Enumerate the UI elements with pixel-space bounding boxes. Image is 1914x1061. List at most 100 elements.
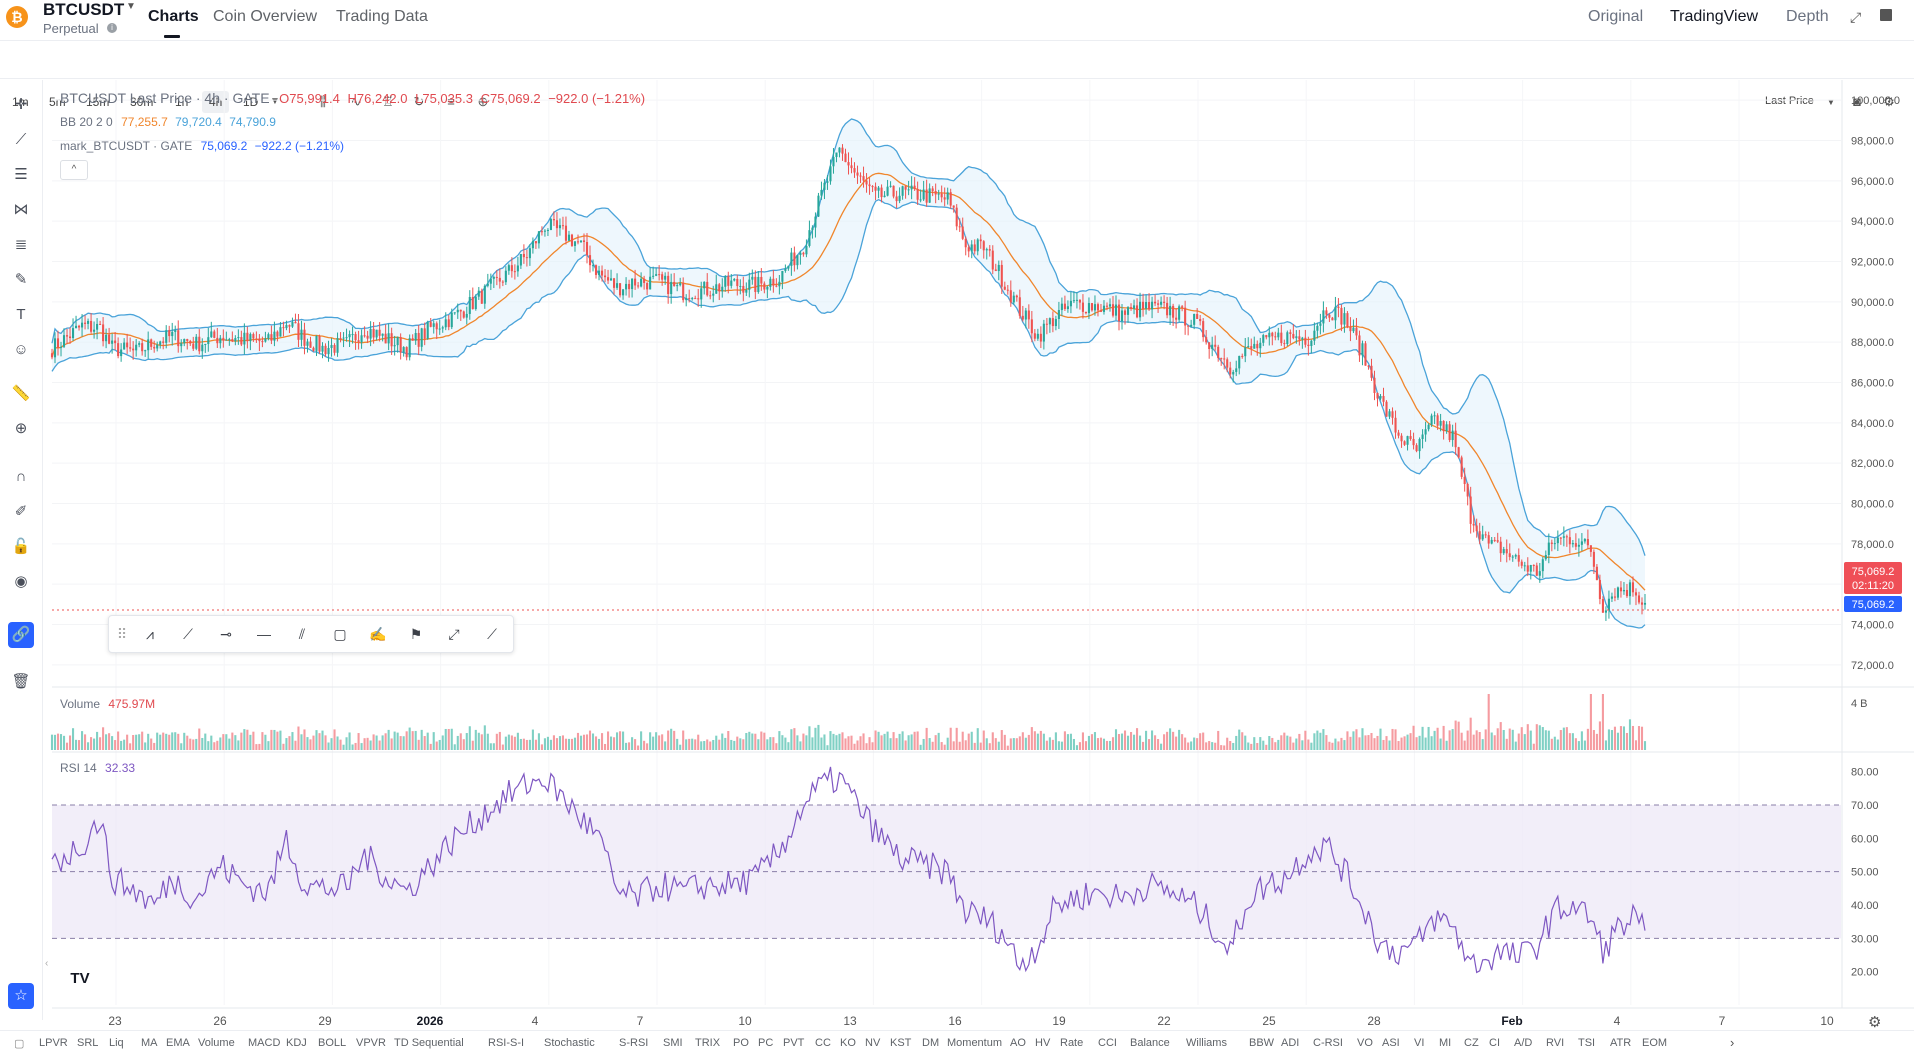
indicator-item[interactable]: CI [1489,1037,1500,1049]
indicator-item[interactable]: Momentum [947,1037,1003,1049]
fib-icon[interactable]: ≣ [14,236,28,253]
ruler-icon[interactable]: 📏 [11,385,31,402]
indicator-item[interactable]: MACD [248,1037,281,1049]
brush-tool-icon[interactable]: ✍ [369,626,387,642]
indicator-item[interactable]: BOLL [318,1037,347,1049]
indicator-item[interactable]: PO [733,1037,749,1049]
lock-drawing-icon[interactable]: ✐ [14,503,28,520]
indicator-item[interactable]: KST [890,1037,912,1049]
indicator-item[interactable]: Rate [1060,1037,1084,1049]
price-source-select[interactable]: Last Price [1765,95,1814,107]
rectangle-icon[interactable]: ▢ [333,626,347,642]
favorite-star-icon[interactable]: ☆ [8,983,34,1009]
indicator-item[interactable]: TRIX [695,1037,721,1049]
indicator-item[interactable]: HV [1035,1037,1051,1049]
indicator-item[interactable]: Liq [109,1037,124,1049]
indicator-item[interactable]: ASI [1382,1037,1400,1049]
line-tool-icon[interactable]: ⟋ [183,626,193,642]
drag-handle-icon[interactable]: ⠿ [116,626,128,642]
axis-settings-icon[interactable]: ⚙ [1868,1014,1882,1031]
zoom-in-icon[interactable]: ⊕ [14,420,28,437]
timeframe-1d[interactable]: 1D [243,95,259,109]
indicator-item[interactable]: KDJ [286,1037,307,1049]
flag-measure-icon[interactable]: ⚑ [409,626,423,642]
indicator-item[interactable]: BBW [1249,1037,1275,1049]
zigzag-icon[interactable]: ⩘ [146,626,154,642]
indicator-item[interactable]: Balance [1130,1037,1170,1049]
view-original[interactable]: Original [1588,8,1644,25]
ray-line-icon[interactable]: ⟋ [487,626,497,642]
camera-icon[interactable]: ◙ [1853,94,1861,109]
indicators-icon[interactable]: ∿ [350,94,362,109]
indicator-item[interactable]: VO [1357,1037,1373,1049]
magnet-icon[interactable]: ∩ [15,468,27,485]
fullscreen-icon[interactable] [1880,9,1892,21]
symbol-selector[interactable]: BTCUSDT [43,0,125,19]
text-icon[interactable]: T [16,306,26,323]
expand-icon[interactable]: ⤢ [1850,9,1862,25]
trend-line-icon[interactable]: ⟋ [15,131,27,148]
chevron-down-icon[interactable]: ▼ [126,1,136,12]
indicator-item[interactable]: S-RSI [619,1037,649,1049]
indicator-item[interactable]: TD Sequential [394,1037,464,1049]
link-icon[interactable]: 🔗 [8,622,34,648]
horizontal-lines-icon[interactable]: ☰ [14,166,28,183]
indicator-item[interactable]: VPVR [356,1037,386,1049]
indicator-item[interactable]: KO [840,1037,856,1049]
timeframe-1m[interactable]: 1m [12,95,29,109]
indicator-item[interactable]: Williams [1186,1037,1227,1049]
unlock-icon[interactable]: 🔓 [11,538,31,555]
view-depth[interactable]: Depth [1786,8,1829,25]
layout-icon[interactable]: ≡ [447,94,455,109]
trash-icon[interactable]: 🗑 [11,673,31,690]
indicator-item[interactable]: EOM [1642,1037,1668,1049]
indicator-item[interactable]: C-RSI [1313,1037,1343,1049]
alert-icon[interactable]: ♖ [382,94,394,109]
brush-icon[interactable]: ✎ [14,271,28,288]
indicator-item[interactable]: CC [815,1037,831,1049]
indicator-item[interactable]: MI [1439,1037,1452,1049]
parallel-channel-icon[interactable]: ⫽ [298,626,306,642]
settings-icon[interactable]: ⚙ [1883,94,1895,109]
indicator-scroll-right-icon[interactable]: › [1730,1035,1735,1050]
indicator-item[interactable]: SRL [77,1037,99,1049]
indicator-item[interactable]: MA [141,1037,158,1049]
info-icon[interactable]: i [107,23,117,33]
indicator-item[interactable]: DM [922,1037,940,1049]
view-tradingview[interactable]: TradingView [1670,8,1759,25]
indicator-item[interactable]: RVI [1546,1037,1565,1049]
indicator-item[interactable]: ATR [1610,1037,1632,1049]
indicator-item[interactable]: CZ [1464,1037,1479,1049]
timeframe-15m[interactable]: 15m [86,95,110,109]
indicator-item[interactable]: A/D [1514,1037,1533,1049]
price-source-chevron-icon[interactable]: ▼ [1826,97,1836,107]
horizontal-ray-icon[interactable]: ⊸ [220,626,232,642]
horizontal-line-icon[interactable]: — [257,626,271,642]
collapse-legend-button[interactable]: ^ [60,160,88,180]
indicator-item[interactable]: SMI [663,1037,683,1049]
eye-icon[interactable]: ◉ [14,573,28,590]
indicator-item[interactable]: Stochastic [544,1037,595,1049]
indicator-item[interactable]: PC [758,1037,774,1049]
pattern-icon[interactable]: ⋈ [13,201,29,218]
emoji-icon[interactable]: ☺ [13,341,29,358]
indicator-item[interactable]: ADI [1281,1037,1300,1049]
extended-line-icon[interactable]: ⤢ [448,626,460,642]
indicator-item[interactable]: LPVR [39,1037,68,1049]
timeframe-1h[interactable]: 1h [175,95,189,109]
indicator-toggle-icon[interactable]: ▢ [14,1038,25,1050]
timeframe-dropdown-icon[interactable]: ▼ [270,96,280,107]
indicator-item[interactable]: AO [1010,1037,1026,1049]
indicator-item[interactable]: EMA [166,1037,190,1049]
timeframe-30m[interactable]: 30m [130,95,154,109]
indicator-item[interactable]: VI [1414,1037,1425,1049]
candle-type-icon[interactable]: ⫼ [320,94,326,109]
indicator-item[interactable]: TSI [1578,1037,1596,1049]
indicator-item[interactable]: Volume [198,1037,235,1049]
indicator-item[interactable]: PVT [783,1037,805,1049]
add-icon[interactable]: ⊕ [477,94,489,109]
timeframe-4h[interactable]: 4h [202,91,230,113]
indicator-item[interactable]: NV [865,1037,881,1049]
tab-charts[interactable]: Charts [148,8,199,25]
indicator-item[interactable]: RSI-S-I [488,1037,525,1049]
